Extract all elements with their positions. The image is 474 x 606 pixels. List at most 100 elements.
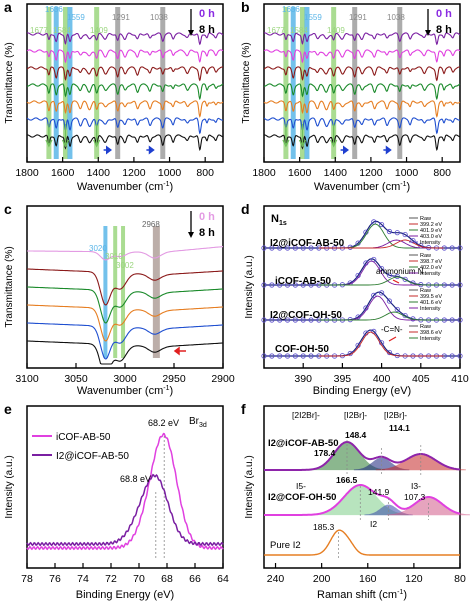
data-point <box>308 282 314 288</box>
species-label: [2I2Br]- <box>292 410 320 420</box>
x-tick-label: 800 <box>196 167 214 179</box>
x-axis-label: Binding Energy (eV) <box>313 385 411 397</box>
series-line <box>27 340 224 365</box>
species-label: I2 <box>370 519 377 529</box>
legend-label: Raw <box>420 216 431 222</box>
legend-label: 402.0 eV <box>420 265 442 271</box>
data-point <box>292 353 298 359</box>
data-point <box>277 282 283 288</box>
band-label-1409: 1409 <box>90 26 108 35</box>
x-tick-label: 1400 <box>87 167 111 179</box>
data-point <box>449 317 455 323</box>
x-tick-label: 2900 <box>211 373 235 385</box>
band-marker <box>46 7 52 159</box>
data-point <box>261 282 267 288</box>
x-tick-label: 160 <box>359 573 377 585</box>
series-line <box>27 134 224 151</box>
data-point <box>378 290 385 296</box>
sample-label: I2@iCOF-AB-50 <box>270 238 345 249</box>
x-tick-label: 64 <box>217 573 229 585</box>
x-tick-label: 2950 <box>162 373 186 385</box>
band-marker <box>283 7 289 159</box>
series-line <box>27 322 224 360</box>
annotation: -C=N- <box>381 325 403 334</box>
data-point <box>261 245 267 251</box>
data-point <box>457 353 463 359</box>
x-tick-label: 405 <box>412 373 430 385</box>
x-tick-label: 1800 <box>15 167 39 179</box>
data-point <box>457 317 463 323</box>
panel-label-f: f <box>241 401 246 417</box>
data-point <box>402 231 408 238</box>
band-marker <box>115 7 121 159</box>
x-tick-label: 1600 <box>51 167 75 179</box>
y-axis-label: Intensity (a.u.) <box>244 255 255 318</box>
x-tick-label: 1000 <box>395 167 419 179</box>
band-marker <box>304 7 310 159</box>
x-tick-label: 1400 <box>324 167 348 179</box>
band-label-1584: 1584 <box>53 26 71 35</box>
data-point <box>300 282 306 288</box>
panel-label-c: c <box>4 201 12 217</box>
timeline-start: 0 h <box>436 8 452 20</box>
panel-a: a 1800 1600 1400 1200 1000 800 1636 1559 1677… <box>4 0 224 193</box>
panel-label-b: b <box>241 0 250 15</box>
x-tick-label: 120 <box>405 573 423 585</box>
band-label-1291: 1291 <box>349 13 367 22</box>
x-axis-label: Raman shift (cm-1) <box>317 589 407 601</box>
green-arrow <box>93 124 101 148</box>
panel-c: c 3100 3050 3000 2950 2900 3020 3010 3002 29… <box>4 201 235 397</box>
data-point <box>308 245 314 251</box>
data-point <box>300 317 306 323</box>
peak-label: 178.4 <box>314 448 336 458</box>
y-axis-label: Intensity (a.u.) <box>244 455 255 518</box>
series-line <box>26 473 224 547</box>
data-point <box>449 282 455 288</box>
panel-title: N1s <box>271 213 287 227</box>
data-point <box>386 272 393 278</box>
x-tick-label: 390 <box>294 373 312 385</box>
data-point <box>300 245 306 251</box>
plot-frame <box>263 405 461 569</box>
x-tick-label: 72 <box>105 573 117 585</box>
sample-label: I2@COF-OH-50 <box>270 310 342 321</box>
blue-arrow <box>383 145 392 155</box>
red-arrow <box>392 279 400 284</box>
legend-label: Intensity <box>420 336 441 342</box>
series-line <box>27 304 224 342</box>
data-point <box>277 245 283 251</box>
timeline-start: 0 h <box>199 8 215 20</box>
band-label-1636: 1636 <box>45 5 63 14</box>
time-arrow-head <box>425 30 431 36</box>
timeline-start: 0 h <box>199 211 215 223</box>
blue-arrow <box>340 145 349 155</box>
legend-label: Intensity <box>420 271 441 277</box>
data-point <box>457 282 463 288</box>
data-point <box>394 273 400 280</box>
peak-label: 166.5 <box>336 475 358 485</box>
series-line <box>27 246 224 261</box>
band-label-2968: 2968 <box>142 220 160 229</box>
x-tick-label: 395 <box>334 373 352 385</box>
data-point <box>277 317 283 323</box>
band-label-1559: 1559 <box>67 13 85 22</box>
x-tick-label: 78 <box>21 573 33 585</box>
band-marker <box>67 7 73 159</box>
data-point <box>292 317 298 323</box>
data-point <box>269 282 275 288</box>
panel-b: b 1800 1600 1400 1200 1000 800 1636 1559 1677… <box>241 0 461 193</box>
panel-label-d: d <box>241 201 250 217</box>
band-marker <box>62 7 68 159</box>
data-point <box>457 245 463 251</box>
band-label-1677: 1677 <box>267 26 285 35</box>
series-line <box>263 66 461 82</box>
blue-arrow <box>103 145 112 155</box>
series-line <box>264 134 461 151</box>
y-axis-label: Transmittance (%) <box>241 42 252 123</box>
component-peak <box>318 239 444 249</box>
series-line <box>26 66 224 82</box>
timeline-end: 8 h <box>436 24 452 36</box>
sample-label: COF-OH-50 <box>275 344 329 355</box>
band-label-1409: 1409 <box>327 26 345 35</box>
series-line <box>26 100 224 118</box>
